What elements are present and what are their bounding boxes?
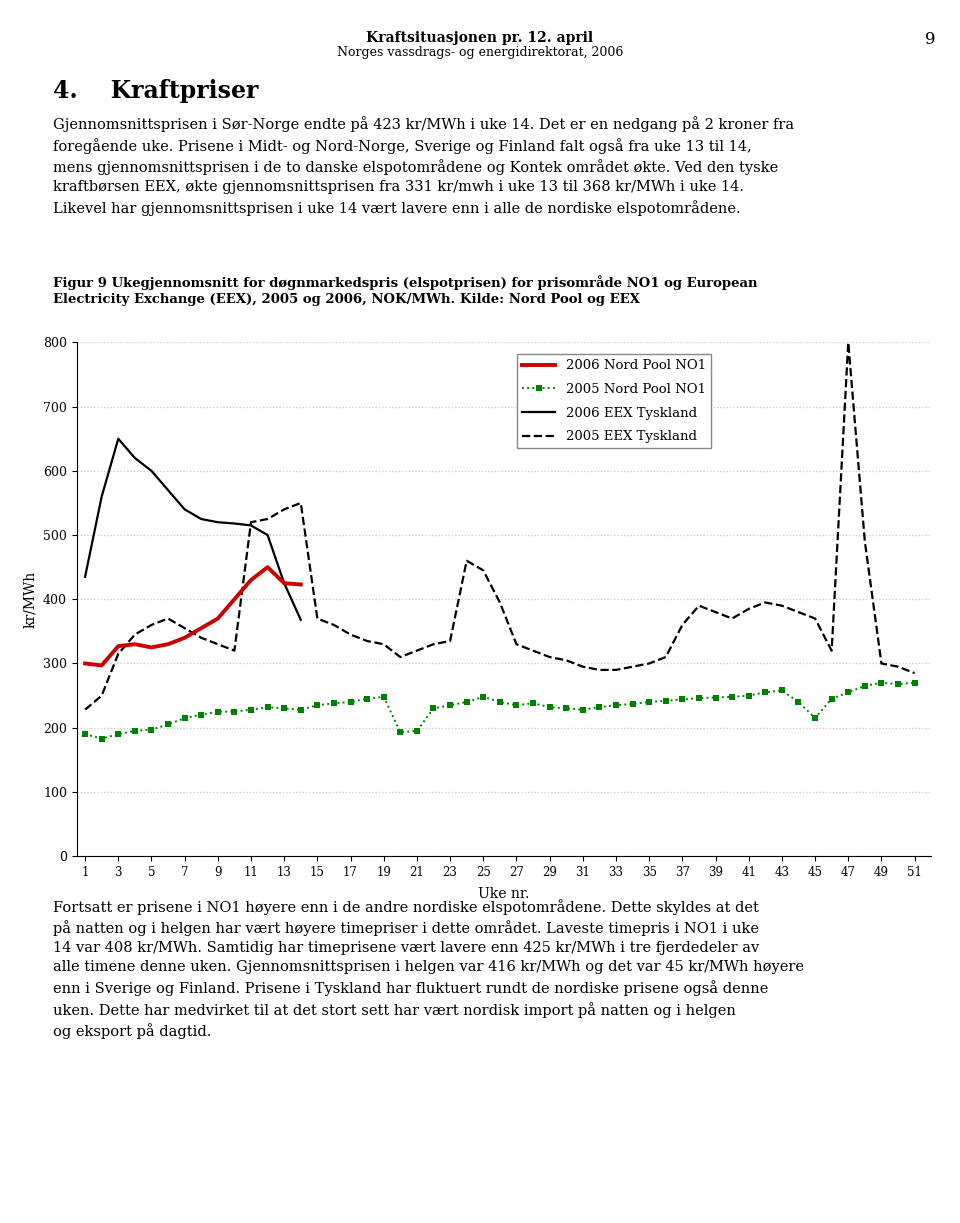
X-axis label: Uke nr.: Uke nr. bbox=[478, 887, 530, 901]
Text: Kraftsituasjonen pr. 12. april: Kraftsituasjonen pr. 12. april bbox=[367, 31, 593, 44]
Legend: 2006 Nord Pool NO1, 2005 Nord Pool NO1, 2006 EEX Tyskland, 2005 EEX Tyskland: 2006 Nord Pool NO1, 2005 Nord Pool NO1, … bbox=[516, 355, 711, 449]
Text: Gjennomsnittsprisen i Sør-Norge endte på 423 kr/MWh i uke 14. Det er en nedgang : Gjennomsnittsprisen i Sør-Norge endte på… bbox=[53, 116, 794, 216]
Text: 4.    Kraftpriser: 4. Kraftpriser bbox=[53, 79, 258, 104]
Text: Fortsatt er prisene i NO1 høyere enn i de andre nordiske elspotområdene. Dette s: Fortsatt er prisene i NO1 høyere enn i d… bbox=[53, 899, 804, 1040]
Text: Norges vassdrags- og energidirektorat, 2006: Norges vassdrags- og energidirektorat, 2… bbox=[337, 46, 623, 60]
Text: Figur 9 Ukegjennomsnitt for døgnmarkedspris (elspotprisen) for prisområde NO1 og: Figur 9 Ukegjennomsnitt for døgnmarkedsp… bbox=[53, 275, 757, 306]
Y-axis label: kr/MWh: kr/MWh bbox=[24, 571, 37, 627]
Text: 9: 9 bbox=[925, 31, 936, 48]
